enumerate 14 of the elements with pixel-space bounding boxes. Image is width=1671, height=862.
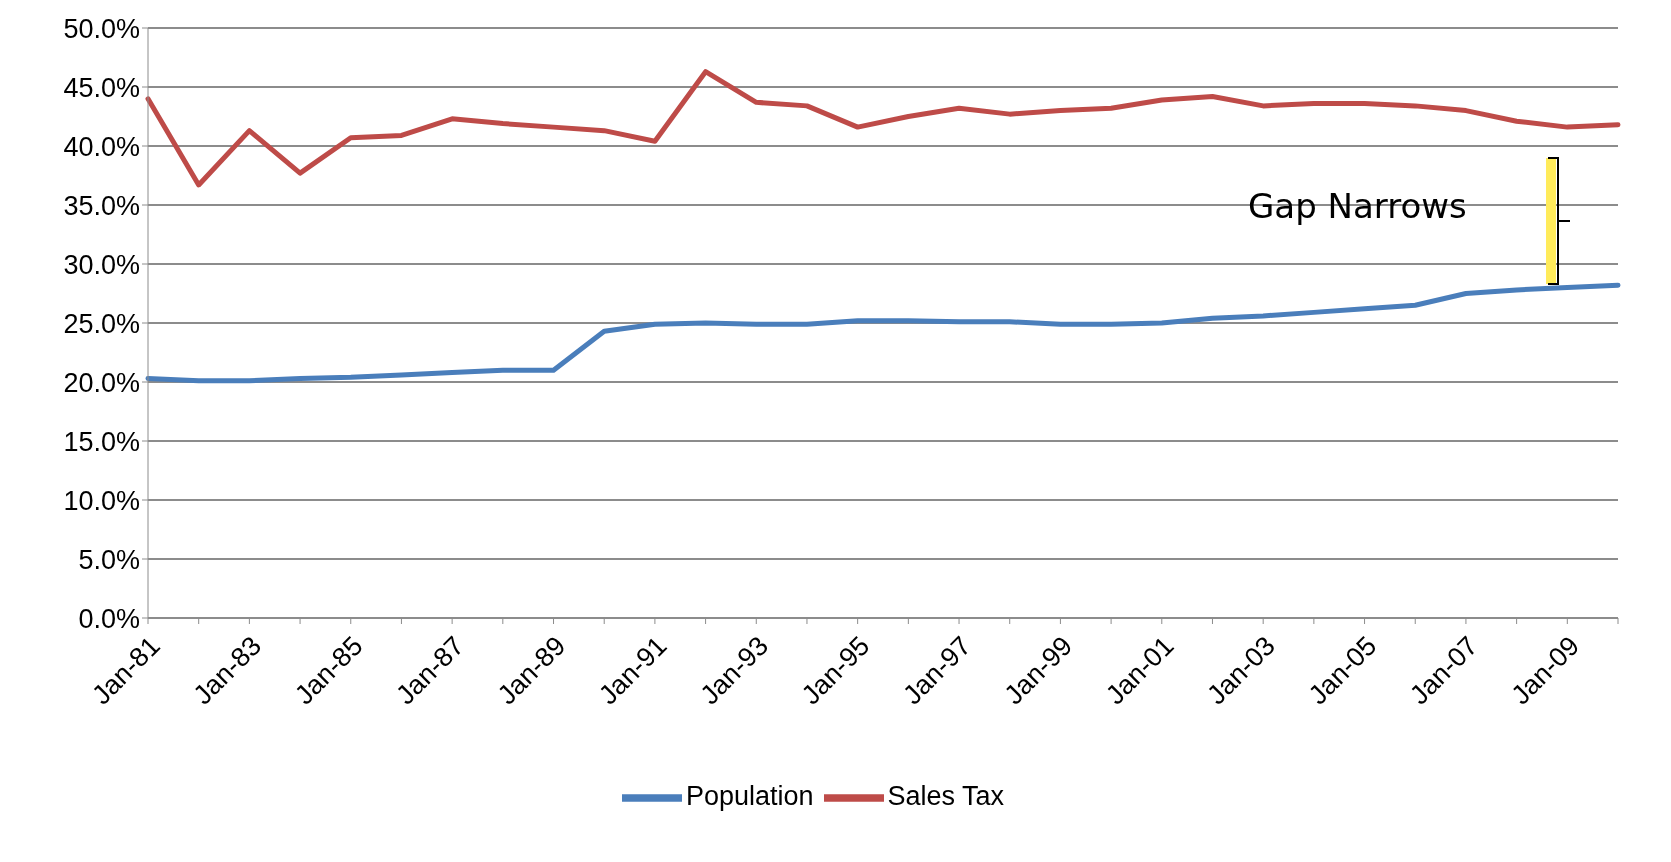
y-tick-label: 20.0% — [63, 367, 140, 398]
legend-label: Population — [685, 781, 814, 812]
y-tick-label: 10.0% — [63, 485, 140, 516]
y-tick-label: 0.0% — [78, 603, 140, 634]
y-tick-label: 35.0% — [63, 190, 140, 221]
y-tick-label: 15.0% — [63, 426, 140, 457]
annotation: Gap Narrows — [1248, 186, 1467, 226]
y-tick-label: 50.0% — [63, 13, 140, 44]
y-tick-label: 5.0% — [78, 544, 140, 575]
y-tick-label: 40.0% — [63, 131, 140, 162]
y-tick-label: 25.0% — [63, 308, 140, 339]
y-tick-label: 30.0% — [63, 249, 140, 280]
legend-label: Sales Tax — [887, 781, 1005, 812]
y-tick-label: 45.0% — [63, 72, 140, 103]
